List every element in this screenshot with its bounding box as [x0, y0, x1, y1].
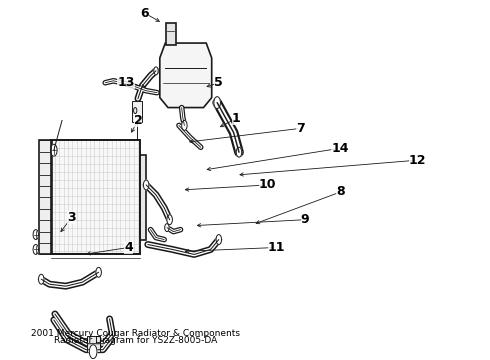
Bar	[132, 100, 142, 122]
Circle shape	[134, 108, 137, 113]
Text: 13: 13	[117, 76, 135, 89]
Text: 6: 6	[141, 7, 149, 20]
Text: 4: 4	[124, 241, 133, 254]
Circle shape	[89, 345, 97, 359]
Bar	[167, 23, 176, 45]
Text: 14: 14	[331, 142, 349, 155]
Text: 5: 5	[215, 76, 223, 89]
Circle shape	[138, 116, 141, 121]
Text: 1: 1	[232, 112, 241, 125]
Circle shape	[96, 267, 101, 277]
Circle shape	[39, 274, 44, 284]
Circle shape	[216, 235, 221, 244]
Text: 10: 10	[259, 179, 276, 192]
Text: 3: 3	[67, 211, 75, 224]
Polygon shape	[160, 43, 212, 108]
Text: Radiator Diagram for YS2Z-8005-DA: Radiator Diagram for YS2Z-8005-DA	[53, 336, 217, 345]
Bar	[50, 140, 140, 255]
Text: 12: 12	[409, 154, 426, 167]
Text: 2001 Mercury Cougar Radiator & Components: 2001 Mercury Cougar Radiator & Component…	[31, 329, 240, 338]
Bar	[87, 336, 100, 352]
Circle shape	[154, 67, 158, 75]
Circle shape	[144, 180, 149, 190]
Text: 11: 11	[268, 241, 286, 254]
Circle shape	[236, 147, 242, 157]
Text: 2: 2	[134, 114, 142, 127]
Bar	[50, 140, 140, 255]
Text: 9: 9	[301, 213, 309, 226]
Text: 7: 7	[296, 122, 305, 135]
Bar	[39, 140, 52, 255]
Circle shape	[214, 96, 220, 109]
Circle shape	[167, 215, 172, 225]
Circle shape	[182, 121, 187, 130]
Circle shape	[33, 230, 39, 239]
Circle shape	[50, 144, 57, 156]
Circle shape	[165, 224, 169, 231]
Text: 8: 8	[336, 185, 345, 198]
Circle shape	[33, 244, 39, 255]
Bar	[140, 155, 146, 239]
